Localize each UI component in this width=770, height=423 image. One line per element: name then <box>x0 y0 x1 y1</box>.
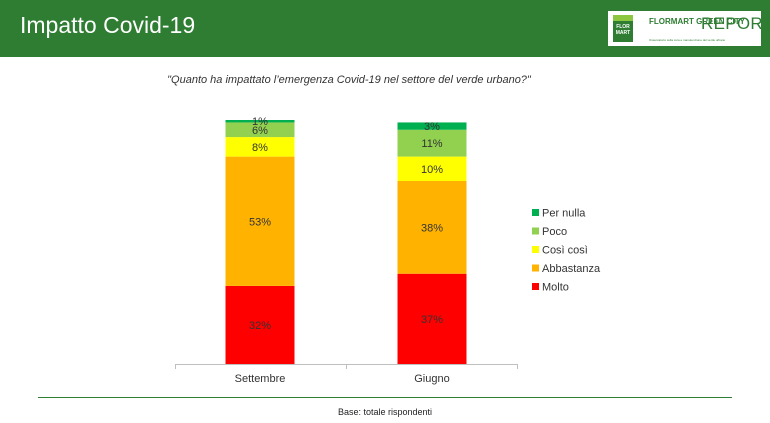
survey-question: "Quanto ha impattato l’emergenza Covid-1… <box>167 74 531 86</box>
data-label-settembre-0: 32% <box>249 320 271 332</box>
legend-label-1: Poco <box>542 226 567 238</box>
x-tick-label-giugno: Giugno <box>414 373 449 385</box>
legend-label-3: Abbastanza <box>542 263 601 275</box>
page-title: Impatto Covid-19 <box>20 12 196 38</box>
data-label-giugno-2: 10% <box>421 164 443 176</box>
legend-swatch-1 <box>532 227 539 235</box>
x-tick-label-settembre: Settembre <box>235 373 286 385</box>
data-label-giugno-3: 11% <box>421 138 442 150</box>
logo-brand-text: FLORMART GREEN CITY <box>649 17 745 26</box>
bar-segment-settembre-3 <box>225 122 295 138</box>
legend-label-2: Così così <box>542 245 588 257</box>
logo-mark-text: FLOR MART <box>615 24 631 36</box>
legend-label-0: Per nulla <box>542 208 586 220</box>
legend-swatch-0 <box>532 209 539 216</box>
header-bar: Impatto Covid-19 FLOR MART FLORMART GREE… <box>0 0 770 57</box>
data-label-giugno-0: 37% <box>421 314 443 326</box>
logo-report-text: REPORT <box>701 14 770 33</box>
data-label-settembre-4: 1% <box>252 116 268 128</box>
legend-label-4: Molto <box>542 282 569 294</box>
flormart-report-logo: FLOR MART FLORMART GREEN CITY REPORT Oss… <box>608 11 770 46</box>
legend-swatch-4 <box>532 283 539 290</box>
base-note: Base: totale rispondenti <box>337 407 433 417</box>
data-label-giugno-4: 3% <box>424 121 440 133</box>
bar-segment-giugno-4 <box>397 122 467 130</box>
bar-segment-settembre-0 <box>225 285 295 364</box>
legend-swatch-2 <box>532 246 539 253</box>
flormart-mark-icon: FLOR MART <box>613 15 633 42</box>
data-label-settembre-1: 53% <box>249 216 271 228</box>
bar-segment-settembre-2 <box>225 137 295 157</box>
bar-segment-giugno-0 <box>397 273 467 364</box>
legend-swatch-3 <box>532 264 539 272</box>
bar-segment-giugno-1 <box>397 181 467 274</box>
bar-segment-giugno-3 <box>397 129 467 157</box>
bar-segment-giugno-2 <box>397 156 467 181</box>
logo-tagline: Osservatorio sulla cura e manutenzione d… <box>649 38 726 42</box>
bar-segment-settembre-4 <box>225 120 295 123</box>
logo-mark-stripe <box>613 15 633 21</box>
bar-segment-settembre-1 <box>225 156 295 286</box>
footer-divider <box>38 397 732 398</box>
data-label-giugno-1: 38% <box>421 222 443 234</box>
data-label-settembre-2: 8% <box>252 142 268 154</box>
data-label-settembre-3: 6% <box>252 125 268 137</box>
